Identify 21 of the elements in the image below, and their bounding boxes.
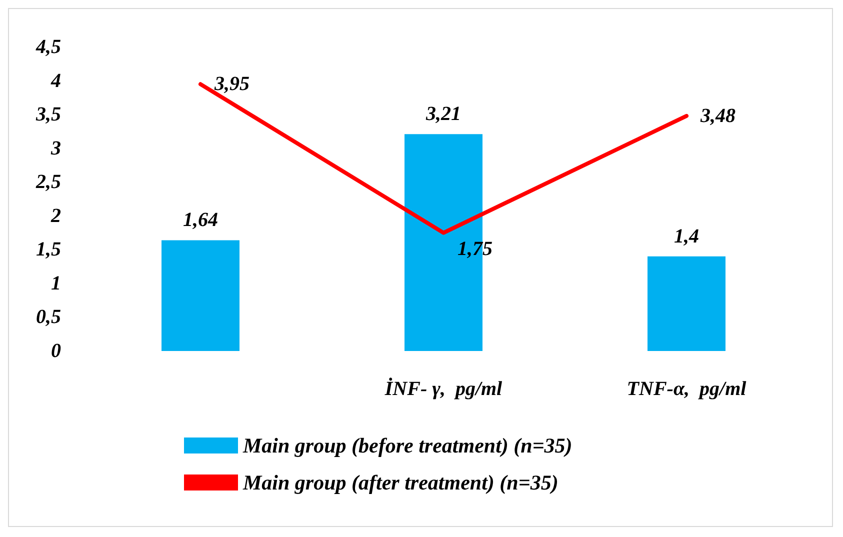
y-tick-label: 3,5	[35, 104, 61, 126]
y-tick-label: 2,5	[35, 171, 61, 194]
y-tick-label: 2	[50, 204, 61, 227]
y-tick-label: 0	[51, 340, 61, 362]
y-tick-label: 1,5	[36, 238, 61, 261]
x-tick-label: İNF- γ, pg/ml	[384, 377, 503, 400]
y-tick-label: 0,5	[36, 306, 61, 328]
x-tick-label: TNF-α, pg/ml	[626, 378, 747, 400]
data-label: 1,4	[674, 225, 699, 248]
data-label: 1,64	[183, 209, 218, 232]
y-tick-label: 4	[50, 70, 61, 92]
bar	[648, 256, 726, 351]
y-tick-label: 3	[50, 137, 61, 160]
legend-label: Main group (before treatment) (n=35)	[242, 434, 572, 458]
y-tick-label: 1	[51, 272, 61, 294]
data-label: 3,95	[214, 73, 250, 96]
legend-label: Main group (after treatment) (n=35)	[242, 470, 558, 494]
y-tick-label: 4,5	[35, 36, 61, 58]
data-label: 3,48	[700, 104, 736, 127]
data-label: 3,21	[425, 103, 461, 126]
bar	[162, 240, 240, 351]
